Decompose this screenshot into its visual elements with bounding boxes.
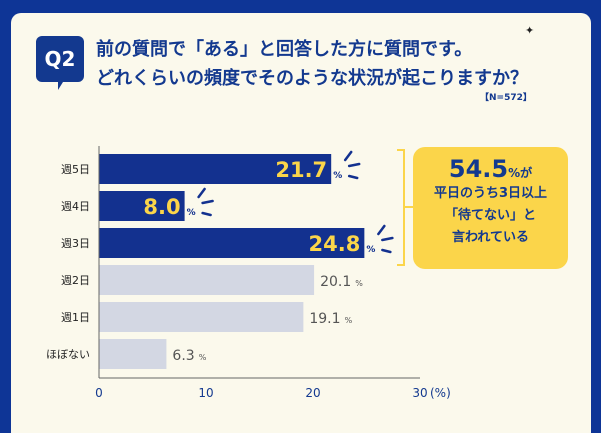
title-line: 前の質問で「ある」と回答した方に質問です。 [96, 39, 473, 60]
category-label: ほぼない [46, 348, 90, 361]
unit-label: % [366, 245, 375, 255]
value-label: 24.8 [309, 232, 361, 256]
emphasis-mark [201, 211, 212, 217]
x-tick-label: 10 [198, 386, 213, 400]
category-label: 週2日 [61, 274, 90, 287]
x-tick-label: 20 [305, 386, 320, 400]
unit-label: % [187, 208, 196, 218]
bracket [397, 149, 413, 266]
question-title: 前の質問で「ある」と回答した方に質問です。どれくらいの頻度でそのような状況が起こ… [96, 35, 528, 93]
value-label: 21.7 [275, 158, 327, 182]
bar [99, 265, 315, 295]
emphasis-mark [347, 174, 359, 180]
value-label: 8.0 [143, 195, 180, 219]
callout-line: 言われている [452, 230, 529, 245]
question-badge: Q2 [36, 36, 84, 82]
emphasis-mark [347, 162, 361, 168]
emphasis-mark [197, 187, 206, 199]
sample-size: 【N=572】 [480, 93, 532, 103]
callout-suffix: %が [508, 166, 533, 180]
category-label: 週5日 [61, 163, 90, 176]
logo: ✦ [525, 24, 535, 37]
emphasis-mark [201, 199, 214, 205]
bar [99, 339, 167, 369]
category-label: 週1日 [61, 311, 90, 324]
emphasis-mark [343, 150, 353, 162]
bar [99, 228, 365, 258]
x-tick-label: 0 [95, 386, 103, 400]
callout-value: 54.5 [448, 155, 509, 183]
unit-label: % [333, 171, 342, 181]
emphasis-mark [381, 248, 392, 254]
emphasis-mark [381, 236, 394, 242]
x-unit-label: (%) [430, 386, 451, 400]
value-label: 6.3 [172, 348, 194, 364]
callout-line: 「待てない」と [444, 208, 536, 223]
bar [99, 302, 304, 332]
unit-label: % [199, 353, 207, 362]
emphasis-mark [377, 224, 386, 236]
bar [99, 154, 332, 184]
value-label: 20.1 [320, 274, 351, 290]
x-tick-label: 30 [412, 386, 427, 400]
callout-line: 平日のうち3日以上 [433, 186, 548, 201]
value-label: 19.1 [309, 311, 340, 327]
category-label: 週4日 [61, 200, 90, 213]
callout-box: 54.5%が 平日のうち3日以上 「待てない」と 言われている [413, 147, 568, 269]
bar [99, 191, 185, 221]
category-label: 週3日 [61, 237, 90, 250]
unit-label: % [345, 316, 353, 325]
unit-label: % [355, 279, 363, 288]
title-line: どれくらいの頻度でそのような状況が起こりますか？ [96, 68, 528, 89]
